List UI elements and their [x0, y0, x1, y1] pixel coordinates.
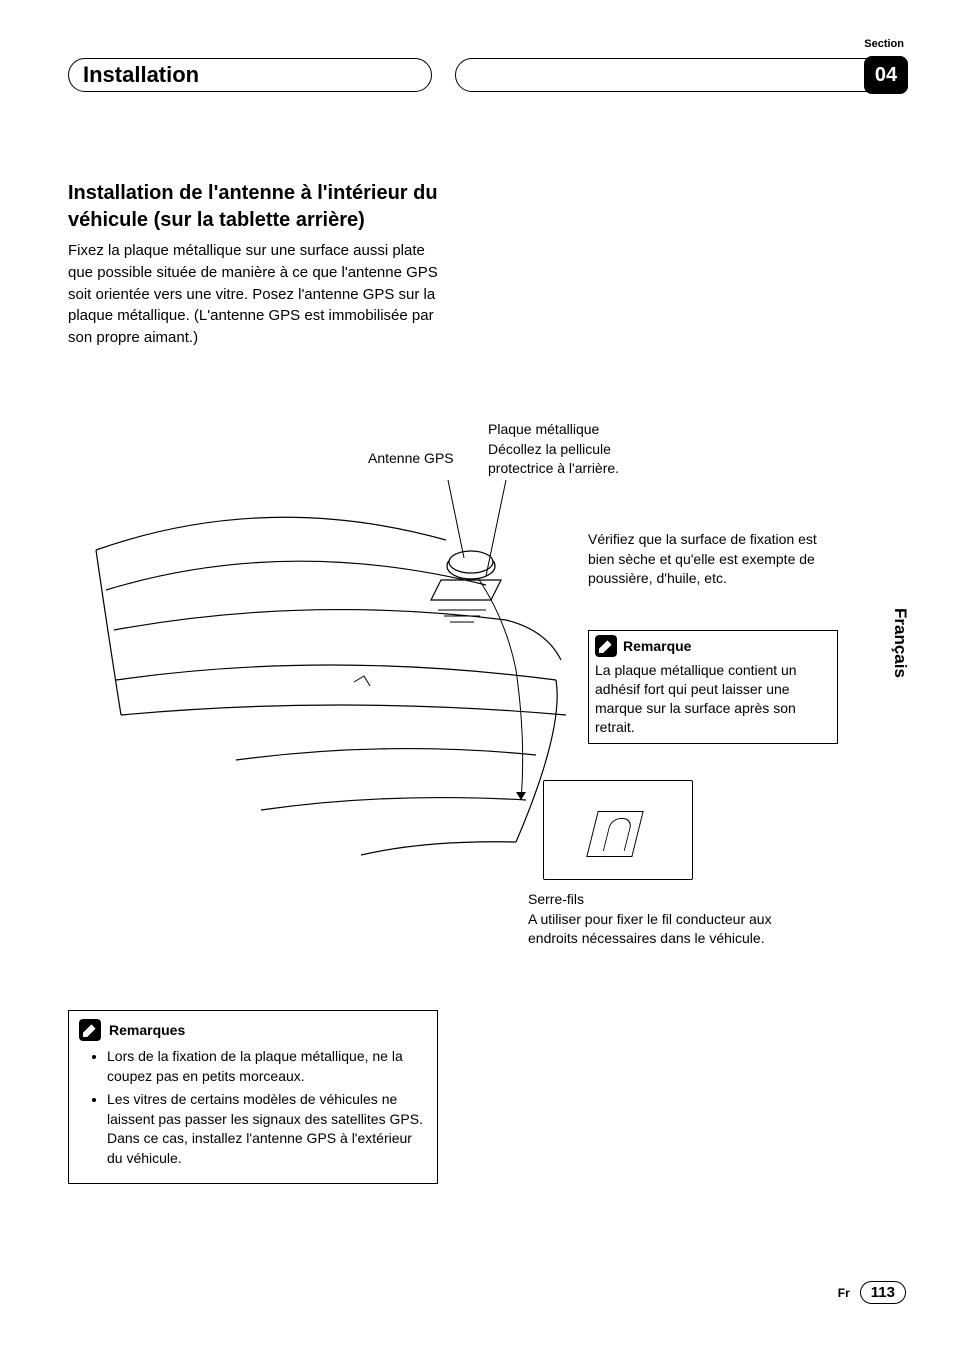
remarques-box: Remarques Lors de la fixation de la plaq…: [68, 1010, 438, 1184]
pencil-icon: [595, 635, 617, 657]
plate-line2: Décollez la pellicule: [488, 441, 611, 457]
callout-plate-label: Plaque métallique Décollez la pellicule …: [488, 420, 619, 479]
main-content: Installation de l'antenne à l'intérieur …: [68, 180, 888, 349]
car-rear-diagram: [86, 480, 586, 900]
section-label: Section: [864, 38, 904, 50]
header-left-box: Installation: [68, 58, 432, 92]
note-body: La plaque métallique contient un adhésif…: [589, 661, 837, 743]
remarques-item: Lors de la fixation de la plaque métalli…: [107, 1047, 427, 1086]
page-header: Section Installation 04: [0, 38, 954, 94]
callout-surface-text: Vérifiez que la surface de fixation est …: [588, 530, 838, 589]
plate-line3: protectrice à l'arrière.: [488, 460, 619, 476]
footer-page-number: 113: [860, 1281, 906, 1304]
clamp-caption: Serre-fils A utiliser pour fixer le fil …: [528, 890, 788, 949]
clamp-body: A utiliser pour fixer le fil conducteur …: [528, 911, 772, 947]
header-right-box: [455, 58, 891, 92]
clamp-title: Serre-fils: [528, 891, 584, 907]
remarques-item: Les vitres de certains modèles de véhicu…: [107, 1090, 427, 1168]
clamp-diagram: [543, 780, 693, 880]
clamp-shape: [586, 811, 643, 857]
callout-antenna-label: Antenne GPS: [368, 450, 454, 466]
section-number-badge: 04: [864, 56, 908, 94]
body-paragraph: Fixez la plaque métallique sur une surfa…: [68, 240, 448, 349]
language-tab: Français: [890, 608, 910, 678]
remarques-header: Remarques: [79, 1019, 427, 1041]
page-title: Installation: [83, 62, 199, 88]
note-box: Remarque La plaque métallique contient u…: [588, 630, 838, 744]
footer-lang-code: Fr: [838, 1286, 850, 1300]
note-header: Remarque: [589, 631, 837, 661]
pencil-icon: [79, 1019, 101, 1041]
page-footer: Fr 113: [838, 1281, 906, 1304]
plate-line1: Plaque métallique: [488, 421, 599, 437]
remarques-title: Remarques: [109, 1022, 185, 1038]
diagram-area: Antenne GPS Plaque métallique Décollez l…: [68, 420, 838, 1020]
remarques-list: Lors de la fixation de la plaque métalli…: [79, 1047, 427, 1169]
note-title: Remarque: [623, 638, 691, 654]
subheading: Installation de l'antenne à l'intérieur …: [68, 180, 448, 234]
